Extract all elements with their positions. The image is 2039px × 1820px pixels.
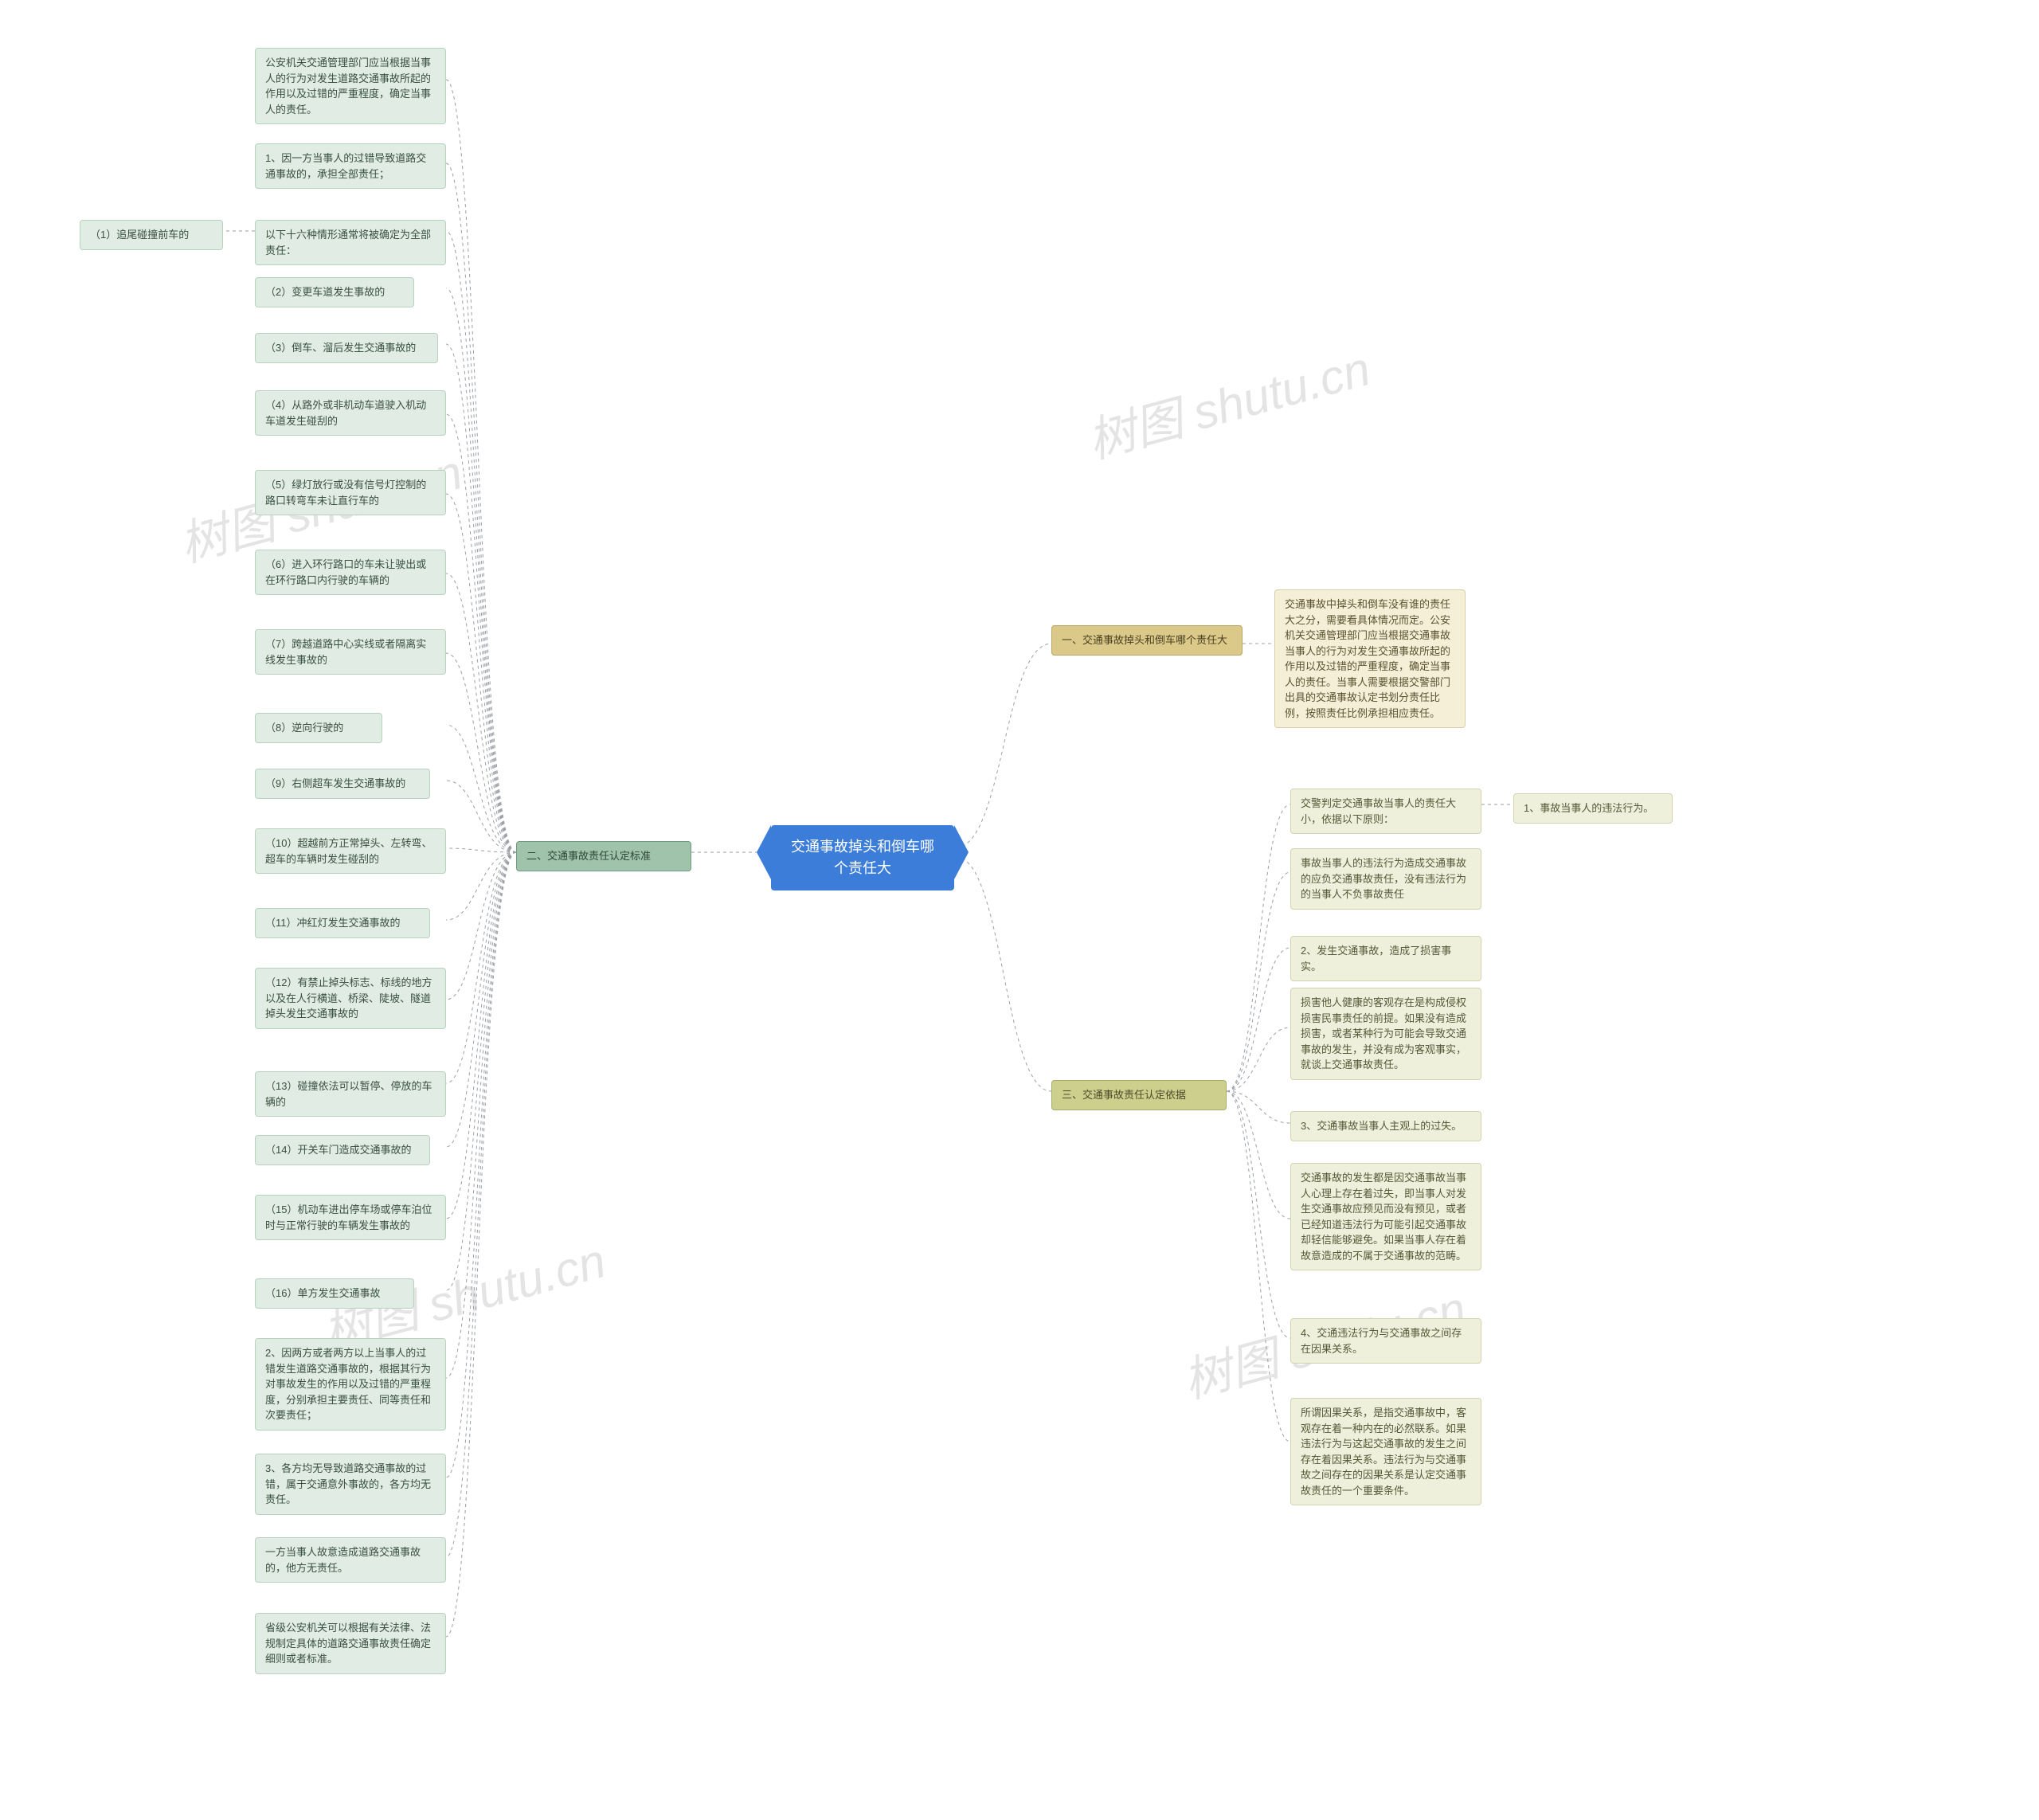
connectors-layer (0, 0, 2039, 1820)
root-node: 交通事故掉头和倒车哪个责任大 (771, 825, 954, 890)
